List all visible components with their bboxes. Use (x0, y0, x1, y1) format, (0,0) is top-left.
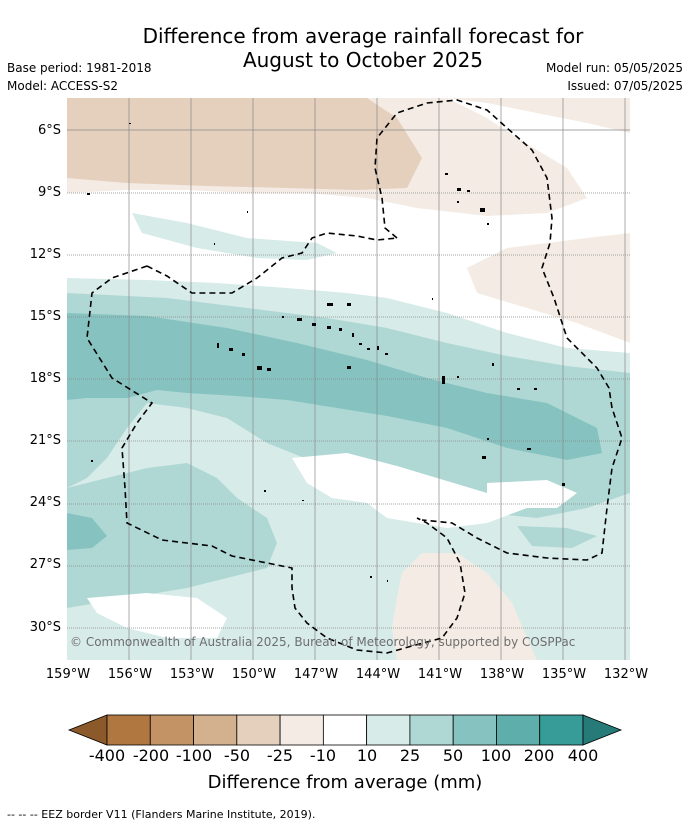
colorbar-tick: 100 (480, 746, 512, 765)
colorbar-cell (193, 714, 238, 746)
colorbar-cell (496, 714, 541, 746)
model-name: Model: ACCESS-S2 (7, 79, 119, 93)
wet-band-southeast (517, 526, 597, 548)
colorbar-tick: -200 (132, 746, 170, 765)
colorbar (67, 714, 623, 746)
lat-label-9s: 9°S (37, 185, 61, 200)
colorbar-cell (106, 714, 151, 746)
lon-label-150w: 150°W (231, 667, 277, 682)
neutral-area-south (292, 453, 527, 528)
colorbar-tick: -400 (88, 746, 126, 765)
colorbar-tick: -50 (223, 746, 251, 765)
map-canvas (67, 98, 630, 660)
lon-label-144w: 144°W (355, 667, 401, 682)
colorbar-cell (366, 714, 411, 746)
model-run: Model run: 05/05/2025 (545, 61, 683, 75)
colorbar-tick: 10 (356, 746, 378, 765)
eez-border-mid (146, 232, 398, 294)
island-markers (87, 123, 565, 582)
eez-border-north (374, 99, 623, 561)
colorbar-arrow-high (582, 714, 623, 746)
wet-band-southwest (67, 463, 277, 608)
dry-region-east (467, 233, 630, 343)
eez-border-southwest (86, 265, 466, 654)
meta-right: Model run: 05/05/2025 Issued: 07/05/2025 (546, 59, 683, 95)
base-period: Base period: 1981-2018 (7, 61, 152, 75)
colorbar-cell (539, 714, 584, 746)
lat-label-18s: 18°S (29, 371, 61, 386)
dry-region-nw-core (67, 98, 422, 190)
colorbar-cell (409, 714, 454, 746)
colorbar-tick: -100 (175, 746, 213, 765)
wet-band-north (132, 213, 337, 260)
lat-label-12s: 12°S (29, 247, 61, 262)
lat-label-15s: 15°S (29, 309, 61, 324)
map-title: Difference from average rainfall forecas… (0, 24, 690, 72)
lon-label-147w: 147°W (293, 667, 339, 682)
lon-label-135w: 135°W (541, 667, 587, 682)
eez-borders (86, 99, 623, 654)
colorbar-tick: -10 (309, 746, 337, 765)
lat-label-6s: 6°S (37, 123, 61, 138)
lon-label-153w: 153°W (169, 667, 215, 682)
lon-label-156w: 156°W (107, 667, 153, 682)
colorbar-tick: 25 (399, 746, 421, 765)
colorbar-cell (452, 714, 497, 746)
colorbar-tick: 50 (442, 746, 464, 765)
colorbar-tick: -25 (266, 746, 294, 765)
colorbar-arrow-low (67, 714, 108, 746)
title-line-2: August to October 2025 (242, 48, 484, 72)
rainfall-map (67, 98, 630, 660)
meta-left: Base period: 1981-2018 Model: ACCESS-S2 (7, 59, 152, 95)
colorbar-cell (149, 714, 194, 746)
lon-label-132w: 132°W (603, 667, 649, 682)
neutral-area-southwest (87, 593, 227, 638)
colorbar-cells (67, 714, 623, 746)
colorbar-title: Difference from average (mm) (207, 772, 483, 793)
title-line-1: Difference from average rainfall forecas… (142, 24, 584, 48)
colorbar-cell (236, 714, 281, 746)
colorbar-tick: 400 (567, 746, 599, 765)
colorbar-tick: 200 (523, 746, 555, 765)
lat-label-21s: 21°S (29, 433, 61, 448)
lon-label-141w: 141°W (417, 667, 463, 682)
lon-label-159w: 159°W (45, 667, 91, 682)
colorbar-cell (279, 714, 324, 746)
neutral-area-east (487, 480, 577, 508)
issued-date: Issued: 07/05/2025 (567, 79, 683, 93)
lat-label-24s: 24°S (29, 495, 61, 510)
copyright-text: © Commonwealth of Australia 2025, Bureau… (70, 635, 576, 649)
dry-region-north (67, 98, 630, 133)
lon-label-138w: 138°W (479, 667, 525, 682)
lat-label-27s: 27°S (29, 557, 61, 572)
colorbar-cell (322, 714, 368, 746)
wet-band-southwest-core (67, 513, 107, 550)
eez-footnote: -- -- -- EEZ border V11 (Flanders Marine… (7, 808, 316, 821)
wet-band-main-core (67, 313, 602, 460)
map-grid (67, 98, 630, 660)
lat-label-30s: 30°S (29, 620, 61, 635)
